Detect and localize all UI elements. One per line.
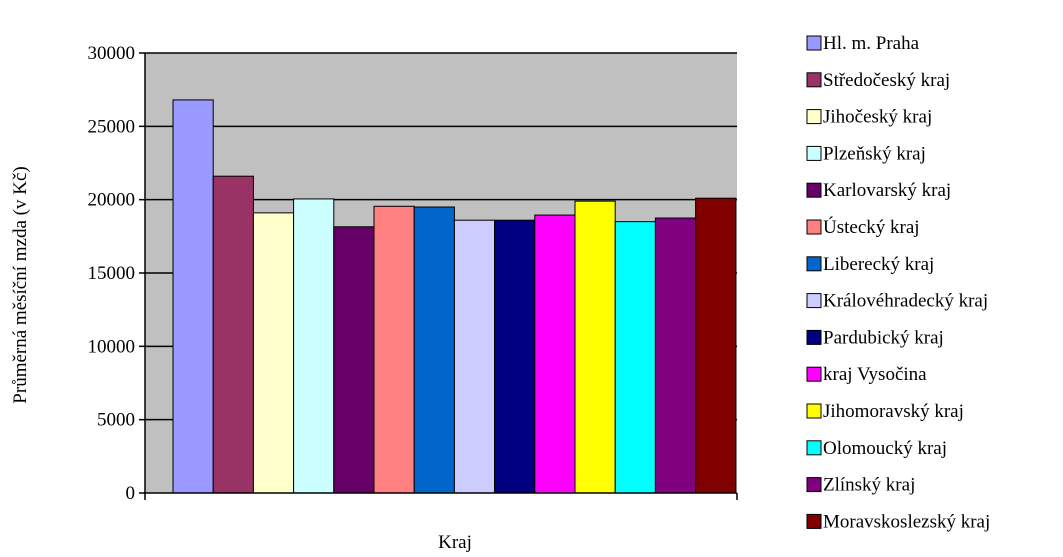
- legend-swatch: [806, 219, 822, 235]
- legend: Hl. m. Praha Středočeský kraj Jihočeský kr…: [806, 33, 990, 532]
- legend-label: Středočeský kraj: [823, 70, 950, 91]
- y-tick-label: 0: [126, 483, 136, 504]
- y-tick-labels: 0 5000 10000 15000 20000 25000 30000: [88, 43, 136, 504]
- legend-swatch: [806, 513, 822, 529]
- bar: [695, 197, 737, 494]
- legend-swatch: [806, 477, 822, 493]
- legend-label: Ústecký kraj: [823, 216, 920, 238]
- legend-swatch: [806, 329, 822, 345]
- bar: [333, 226, 375, 494]
- legend-swatch: [806, 35, 822, 51]
- legend-label: kraj Vysočina: [823, 364, 927, 385]
- bar: [172, 99, 214, 494]
- legend-label: Královéhradecký kraj: [823, 291, 988, 312]
- legend-label: Liberecký kraj: [823, 254, 934, 275]
- legend-swatch: [806, 256, 822, 272]
- y-tick-label: 25000: [88, 116, 136, 137]
- legend-swatch: [806, 366, 822, 382]
- axes: [139, 52, 738, 500]
- bar: [494, 219, 536, 494]
- legend-swatch: [806, 403, 822, 419]
- bar: [614, 221, 656, 494]
- legend-swatch: [806, 109, 822, 125]
- legend-swatch: [806, 72, 822, 88]
- legend-label: Karlovarský kraj: [823, 180, 951, 201]
- legend-label: Plzeňský kraj: [823, 143, 926, 164]
- legend-label: Jihočeský kraj: [823, 107, 932, 128]
- bar: [453, 219, 496, 494]
- y-tick-label: 30000: [88, 43, 136, 64]
- y-tick-label: 20000: [88, 190, 136, 211]
- legend-swatch: [806, 440, 822, 456]
- bar: [293, 198, 335, 494]
- y-tick-label: 5000: [97, 410, 135, 431]
- x-axis-title: Kraj: [438, 532, 472, 553]
- y-axis-title: Průměrná měsíční mzda (v Kč): [10, 166, 31, 403]
- legend-label: Jihomoravský kraj: [823, 401, 964, 422]
- bars: [172, 99, 737, 494]
- bar: [534, 214, 576, 494]
- bar: [413, 206, 455, 494]
- bar: [574, 200, 616, 494]
- bar: [654, 217, 697, 494]
- legend-label: Pardubický kraj: [823, 327, 944, 348]
- legend-label: Olomoucký kraj: [823, 438, 947, 459]
- legend-swatch: [806, 293, 822, 309]
- legend-label: Moravskoslezský kraj: [823, 511, 990, 532]
- legend-label: Hl. m. Praha: [823, 33, 920, 54]
- legend-swatch: [806, 145, 822, 161]
- y-tick-label: 10000: [88, 336, 136, 357]
- legend-swatch: [806, 182, 822, 198]
- bar: [212, 175, 254, 494]
- bar: [252, 212, 295, 494]
- y-tick-label: 15000: [88, 263, 136, 284]
- legend-label: Zlínský kraj: [823, 475, 915, 496]
- bar: [373, 205, 415, 494]
